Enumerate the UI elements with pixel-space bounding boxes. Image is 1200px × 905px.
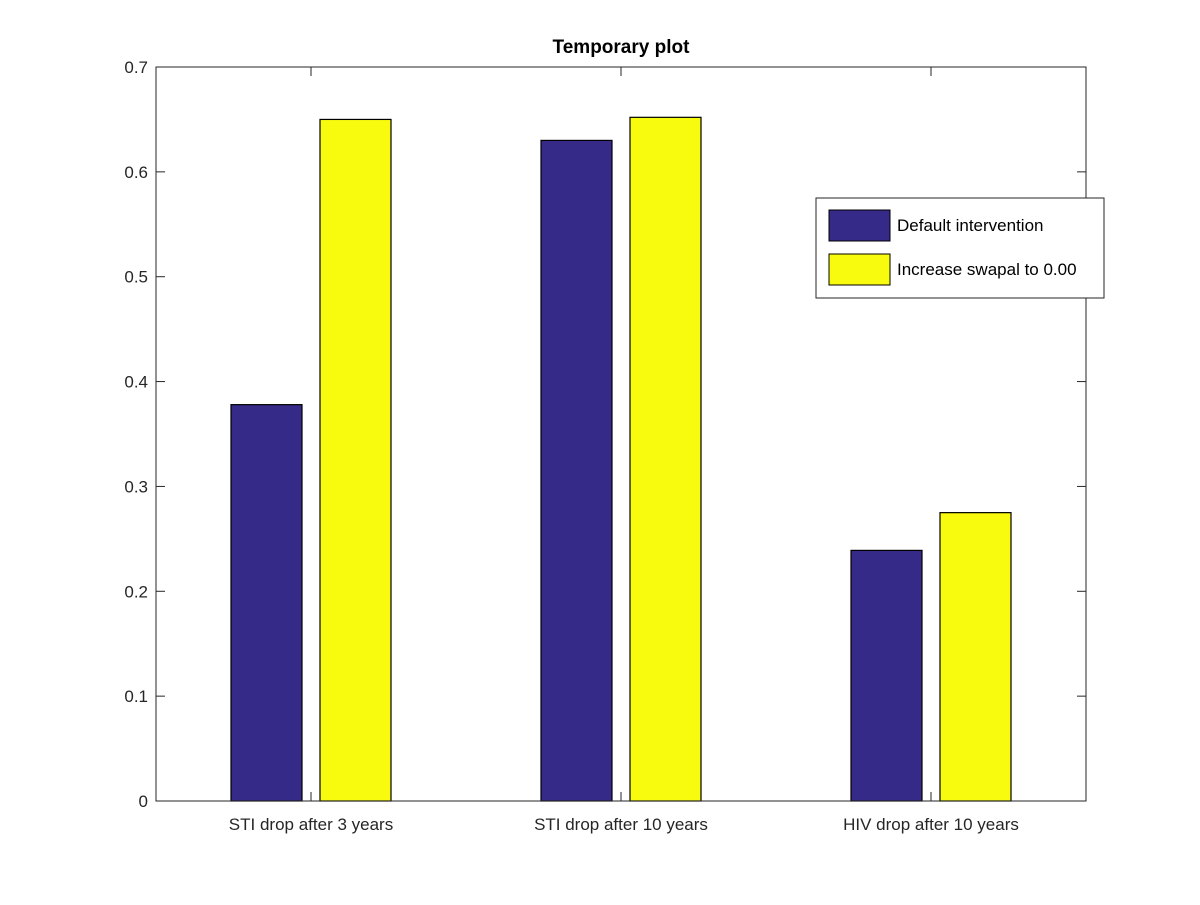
y-tick-label: 0.1 — [124, 687, 148, 706]
y-tick-label: 0.6 — [124, 163, 148, 182]
x-tick-label: STI drop after 3 years — [229, 815, 393, 834]
bar-default-intervention-sti-drop-after-10-years — [540, 139, 613, 802]
bar-increase-swapal-to-0-00-hiv-drop-after-10-years — [939, 512, 1012, 802]
y-tick-label: 0.2 — [124, 582, 148, 601]
legend-label-default-intervention: Default intervention — [897, 216, 1043, 235]
legend-swatch-default-intervention — [828, 209, 891, 242]
bar-default-intervention-sti-drop-after-3-years — [230, 404, 303, 802]
bar-increase-swapal-to-0-00-sti-drop-after-3-years — [319, 118, 392, 802]
x-tick-label: STI drop after 10 years — [534, 815, 708, 834]
y-tick-label: 0.3 — [124, 477, 148, 496]
y-tick-label: 0.7 — [124, 58, 148, 77]
y-tick-label: 0 — [139, 792, 148, 811]
y-tick-label: 0.5 — [124, 268, 148, 287]
bars-group — [230, 116, 1012, 802]
bar-default-intervention-hiv-drop-after-10-years — [850, 549, 923, 802]
bar-increase-swapal-to-0-00-sti-drop-after-10-years — [629, 116, 702, 802]
legend-label-increase-swapal: Increase swapal to 0.00 — [897, 260, 1077, 279]
x-tick-label: HIV drop after 10 years — [843, 815, 1019, 834]
legend: Default intervention Increase swapal to … — [815, 197, 1105, 299]
axes-group: 0 0.1 0.2 0.3 0.4 0.5 0.6 0.7 STI drop after 3 y… — [124, 58, 1087, 834]
chart-title: Temporary plot — [553, 37, 691, 58]
legend-swatch-increase-swapal — [828, 253, 891, 286]
y-tick-label: 0.4 — [124, 373, 148, 392]
